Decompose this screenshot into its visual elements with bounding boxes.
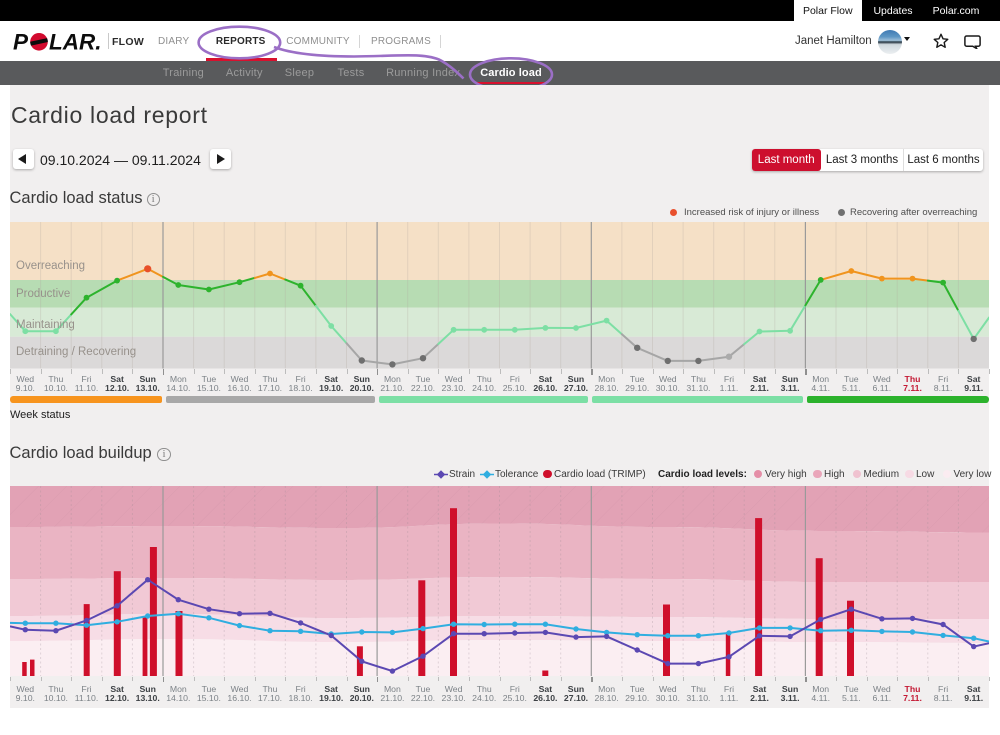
svg-text:P: P [13, 32, 29, 52]
svg-text:LAR.: LAR. [49, 32, 102, 52]
